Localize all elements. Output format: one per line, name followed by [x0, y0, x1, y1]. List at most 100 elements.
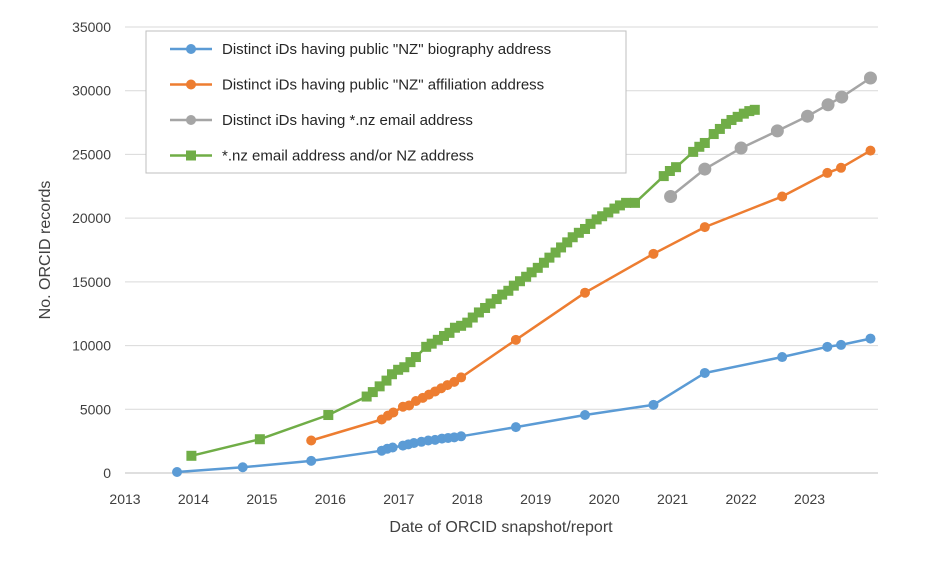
- legend-item: Distinct iDs having public "NZ" biograph…: [170, 41, 551, 58]
- data-point: [865, 145, 876, 156]
- y-axis-tick-labels: 0 5000 10000 15000 20000 25000 30000 35000: [72, 19, 111, 481]
- data-point: [449, 322, 460, 333]
- x-tick-label: 2020: [589, 491, 620, 507]
- data-point: [456, 320, 467, 331]
- data-point: [510, 422, 521, 433]
- data-point: [744, 106, 755, 117]
- data-point: [510, 334, 521, 345]
- data-point: [444, 327, 455, 338]
- y-tick-label: 25000: [72, 146, 111, 162]
- legend-box: [145, 30, 627, 174]
- data-point: [485, 298, 496, 309]
- x-tick-label: 2022: [726, 491, 757, 507]
- x-axis-tick-labels: 2013 2014 2015 2016 2017 2018 2019 2020 2021 2022…: [109, 491, 825, 507]
- data-point: [426, 338, 437, 349]
- data-point: [591, 214, 602, 225]
- data-point: [732, 111, 743, 122]
- y-tick-label: 10000: [72, 338, 111, 354]
- x-tick-label: 2018: [452, 491, 483, 507]
- x-tick-label: 2014: [178, 491, 209, 507]
- data-point: [254, 434, 265, 445]
- data-point: [497, 289, 508, 300]
- data-point: [573, 227, 584, 238]
- data-point: [408, 438, 419, 449]
- legend-label: *.nz email address and/or NZ address: [222, 148, 474, 165]
- data-point: [237, 462, 248, 473]
- data-point: [585, 218, 596, 229]
- data-point: [694, 141, 705, 152]
- y-tick-label: 0: [103, 465, 111, 481]
- data-point: [521, 271, 532, 282]
- series-1: [172, 333, 876, 477]
- data-point: [381, 375, 392, 386]
- data-point: [865, 333, 876, 344]
- data-point: [699, 137, 710, 148]
- data-point: [822, 167, 833, 178]
- data-point: [629, 197, 640, 208]
- data-point: [863, 71, 877, 85]
- data-point: [538, 257, 549, 268]
- data-point: [438, 331, 449, 342]
- data-point: [388, 407, 399, 418]
- data-point: [738, 108, 749, 119]
- data-point: [699, 367, 710, 378]
- data-point: [688, 146, 699, 157]
- data-point: [367, 387, 378, 398]
- data-point: [699, 222, 710, 233]
- data-point: [186, 450, 197, 461]
- data-point: [503, 285, 514, 296]
- data-point: [544, 252, 555, 263]
- data-point: [323, 410, 334, 421]
- series-3: [664, 71, 877, 203]
- data-point: [580, 223, 591, 234]
- data-point: [777, 352, 788, 363]
- data-point: [749, 104, 760, 115]
- data-point: [648, 248, 659, 259]
- data-point: [721, 118, 732, 129]
- y-tick-label: 30000: [72, 83, 111, 99]
- data-point: [562, 237, 573, 248]
- data-point: [514, 276, 525, 287]
- data-point: [399, 362, 410, 373]
- data-point: [822, 341, 833, 352]
- data-point: [306, 455, 317, 466]
- data-point: [526, 267, 537, 278]
- series-line: [176, 337, 871, 474]
- data-point: [800, 109, 814, 123]
- legend-label: Distinct iDs having *.nz email address: [222, 112, 473, 129]
- data-point: [836, 339, 847, 350]
- data-point: [361, 391, 372, 402]
- legend: Distinct iDs having public "NZ" biograph…: [145, 30, 627, 174]
- x-axis-title: Date of ORCID snapshot/report: [389, 519, 613, 536]
- data-point: [306, 435, 317, 446]
- data-point: [432, 334, 443, 345]
- data-point: [777, 191, 788, 202]
- y-tick-label: 20000: [72, 210, 111, 226]
- series-4: [186, 104, 760, 461]
- x-tick-label: 2016: [315, 491, 346, 507]
- legend-item: Distinct iDs having *.nz email address: [170, 112, 473, 129]
- data-point: [664, 189, 678, 203]
- plot-area: [172, 71, 877, 477]
- data-point: [456, 431, 467, 442]
- data-point: [393, 364, 404, 375]
- data-point: [609, 203, 620, 214]
- data-point: [671, 162, 682, 173]
- x-tick-label: 2019: [520, 491, 551, 507]
- data-point: [708, 129, 719, 140]
- data-point: [556, 242, 567, 253]
- data-point: [387, 442, 398, 453]
- data-point: [172, 466, 183, 477]
- data-point: [621, 197, 632, 208]
- series-2: [306, 145, 876, 446]
- data-point: [480, 302, 491, 313]
- legend-marker: [186, 150, 196, 161]
- x-tick-label: 2015: [246, 491, 277, 507]
- legend-marker: [186, 44, 196, 54]
- x-tick-label: 2023: [794, 491, 825, 507]
- data-point: [726, 115, 737, 126]
- data-point: [386, 369, 397, 380]
- data-point: [473, 307, 484, 318]
- data-point: [421, 341, 432, 352]
- data-point: [580, 410, 591, 421]
